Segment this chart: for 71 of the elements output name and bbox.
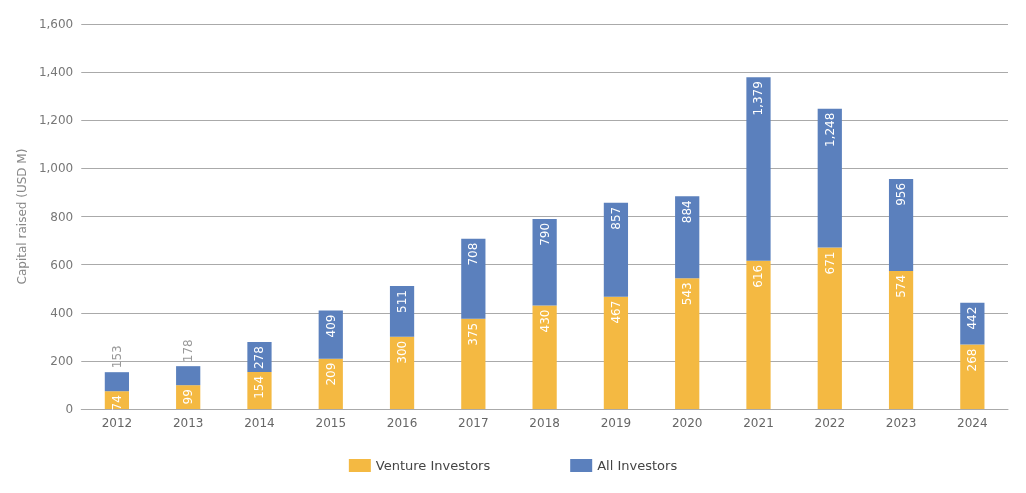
x-tick-label: 2017 (458, 416, 489, 430)
bar (532, 305, 557, 409)
x-tick-label: 2022 (814, 416, 846, 430)
y-tick-label: 1,000 (38, 161, 74, 176)
bar (461, 318, 486, 409)
total-label: 278 (252, 346, 267, 370)
total-label: 153 (109, 345, 124, 369)
x-tick-label: 2021 (743, 416, 774, 430)
bar (532, 218, 557, 306)
data-label: 74 (109, 395, 124, 411)
total-label: 409 (323, 314, 338, 338)
x-tick-label: 2019 (600, 416, 632, 430)
bar (746, 260, 771, 409)
bar (675, 196, 700, 279)
x-tick-label: 2016 (386, 416, 418, 430)
x-tick-label: 2013 (172, 416, 204, 430)
y-tick-label: 200 (50, 353, 74, 368)
data-label: 671 (822, 251, 837, 275)
total-label: 1,248 (822, 112, 837, 148)
total-label: 884 (680, 200, 695, 224)
y-tick-label: 1,400 (38, 65, 74, 80)
bar (888, 270, 914, 409)
x-tick-label: 2020 (671, 416, 703, 430)
x-tick-label: 2024 (957, 416, 988, 430)
y-tick-label: 1,600 (38, 17, 74, 31)
total-label: 857 (608, 206, 623, 230)
y-tick-label: 400 (50, 305, 74, 320)
data-label: 467 (608, 300, 623, 324)
total-label: 790 (537, 222, 552, 246)
data-label: 616 (751, 264, 766, 288)
data-label: 209 (323, 362, 338, 386)
bar (389, 286, 415, 337)
data-label: 375 (466, 322, 481, 346)
total-label: 178 (181, 339, 196, 363)
legend-label: Venture Investors (375, 458, 491, 473)
bar (247, 371, 272, 409)
x-tick-label: 2014 (244, 416, 275, 430)
y-tick-label: 0 (65, 402, 74, 416)
data-label: 574 (894, 274, 909, 298)
bar (817, 247, 842, 409)
bar (817, 108, 842, 248)
y-tick-label: 600 (50, 257, 74, 272)
bar (960, 344, 985, 409)
data-label: 154 (252, 375, 267, 399)
bar (176, 366, 201, 386)
bar (675, 278, 700, 409)
bar (888, 178, 914, 271)
y-axis-title: Capital raised (USD M) (15, 148, 29, 285)
bar (389, 336, 415, 409)
total-label: 1,379 (751, 81, 766, 116)
bar (104, 372, 130, 392)
x-tick-label: 2018 (529, 416, 560, 430)
x-tick-label: 2023 (885, 416, 917, 430)
legend-label: All Investors (597, 458, 678, 473)
total-label: 511 (395, 290, 410, 313)
total-label: 708 (466, 242, 481, 266)
y-tick-label: 1,200 (38, 113, 74, 128)
total-label: 442 (965, 306, 980, 330)
y-tick-label: 800 (50, 209, 74, 224)
total-label: 956 (894, 182, 909, 206)
data-label: 99 (181, 389, 196, 405)
bar (603, 202, 629, 297)
x-tick-label: 2015 (315, 416, 347, 430)
bar (746, 77, 771, 261)
data-label: 300 (395, 340, 410, 364)
x-tick-label: 2012 (101, 416, 133, 430)
data-label: 268 (965, 348, 980, 372)
data-label: 430 (537, 309, 552, 333)
data-label: 543 (680, 282, 695, 306)
bar (461, 238, 486, 319)
bar (603, 296, 629, 409)
